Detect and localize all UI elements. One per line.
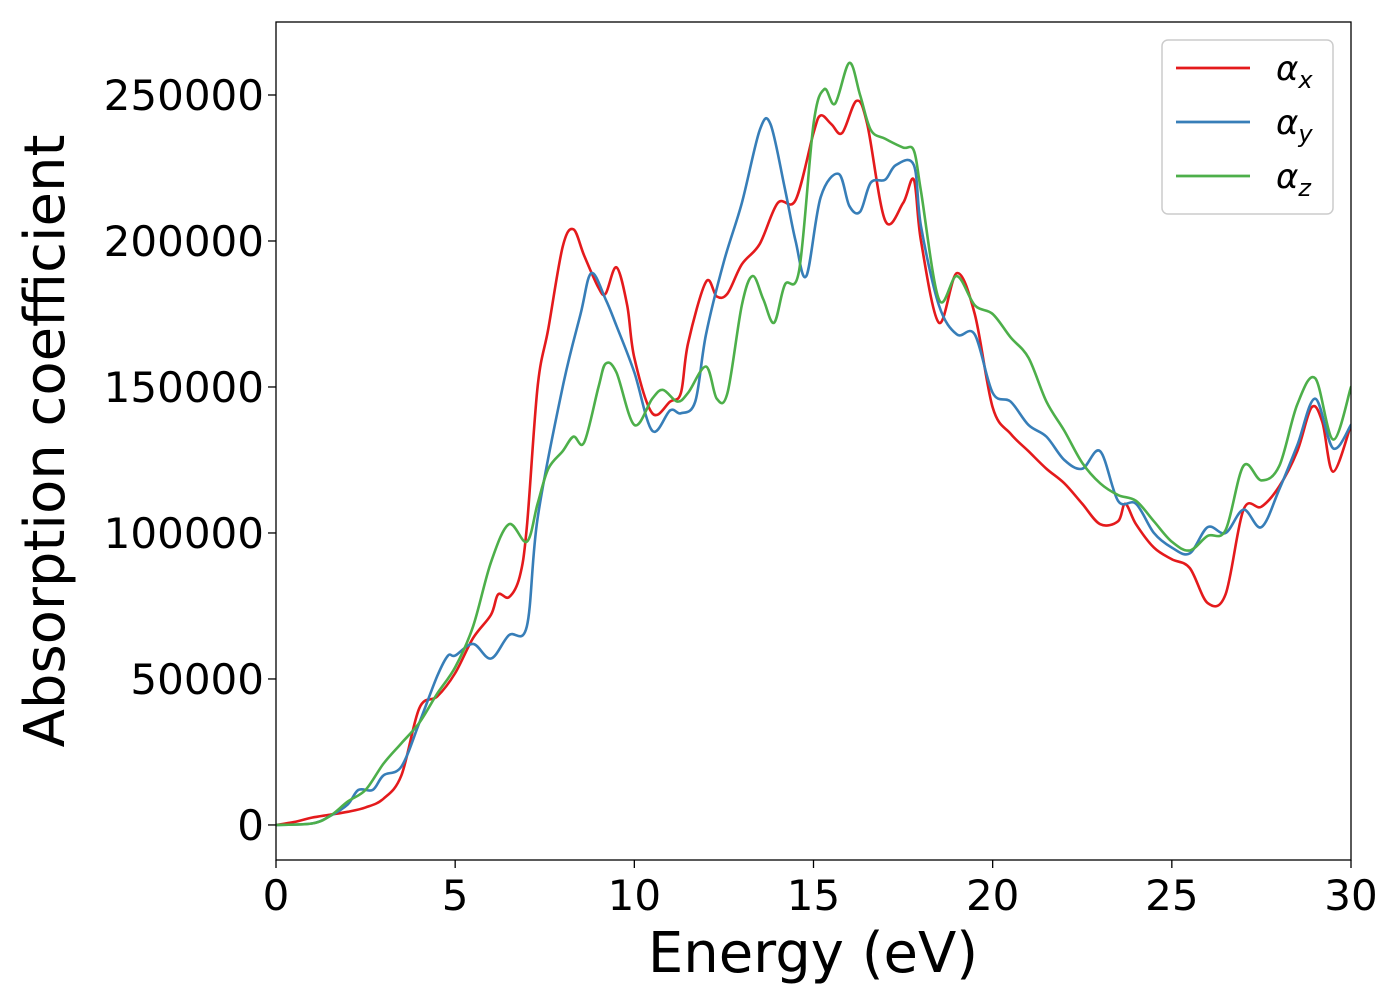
x-tick-label: 25 [1145, 871, 1198, 920]
series-line-z [276, 61, 1351, 827]
series-line-y [276, 117, 1351, 827]
x-axis: 0 5 10 15 20 25 30 [263, 860, 1378, 920]
y-axis: 0 50000 100000 150000 200000 250000 [104, 71, 276, 850]
legend-label-subscript: y [1297, 120, 1313, 148]
y-tick-label: 0 [237, 801, 264, 850]
legend-label-z: αz [1276, 157, 1312, 202]
legend-label-symbol: α [1276, 103, 1298, 143]
legend-label-y: αy [1276, 103, 1313, 148]
y-tick-label: 50000 [130, 655, 264, 704]
legend-box [1161, 39, 1334, 215]
legend-label-subscript: x [1297, 66, 1313, 94]
y-tick-label: 200000 [104, 217, 264, 266]
y-tick-label: 150000 [104, 363, 264, 412]
series-layer [276, 61, 1351, 827]
x-tick-label: 15 [787, 871, 840, 920]
x-tick-label: 10 [608, 871, 661, 920]
y-axis-label: Absorption coefficient [13, 135, 78, 748]
legend-label-x: αx [1276, 49, 1313, 94]
x-tick-label: 30 [1324, 871, 1377, 920]
y-tick-label: 250000 [104, 71, 264, 120]
x-tick-label: 5 [442, 871, 469, 920]
x-tick-label: 0 [263, 871, 290, 920]
x-axis-label: Energy (eV) [648, 921, 978, 986]
legend-label-symbol: α [1276, 157, 1298, 197]
legend-label-symbol: α [1276, 49, 1298, 89]
legend-label-subscript: z [1297, 174, 1312, 202]
x-tick-label: 20 [966, 871, 1019, 920]
y-tick-label: 100000 [104, 509, 264, 558]
